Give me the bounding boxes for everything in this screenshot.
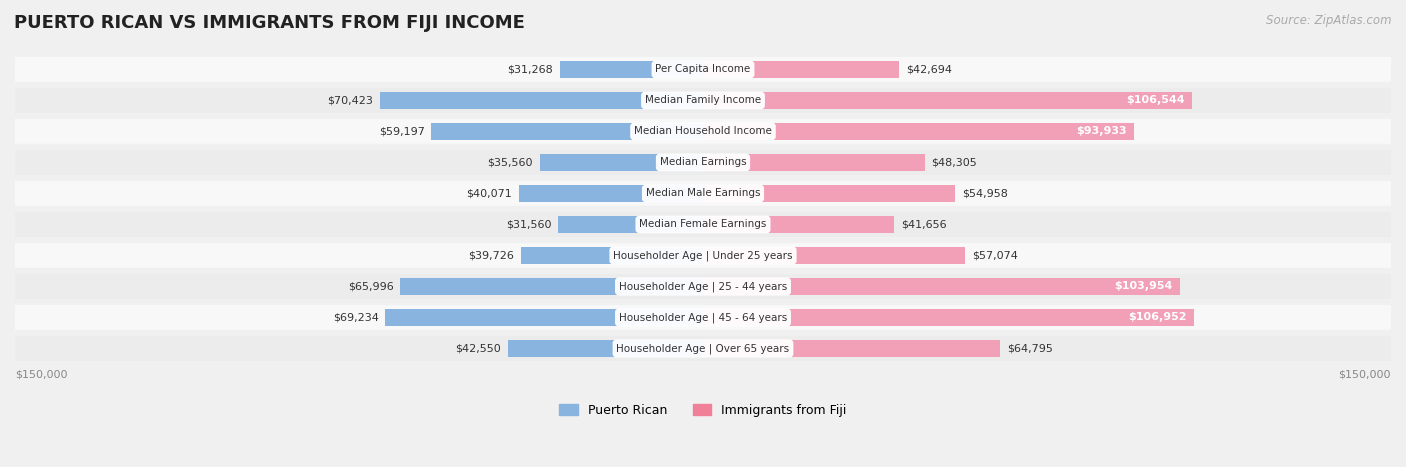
Bar [519, 185, 703, 202]
Legend: Puerto Rican, Immigrants from Fiji: Puerto Rican, Immigrants from Fiji [554, 399, 852, 422]
Text: $42,694: $42,694 [905, 64, 952, 74]
Text: Median Male Earnings: Median Male Earnings [645, 188, 761, 198]
Bar [432, 123, 703, 140]
FancyBboxPatch shape [15, 150, 1391, 175]
Text: Householder Age | Over 65 years: Householder Age | Over 65 years [616, 343, 790, 354]
Bar [703, 248, 965, 263]
Text: Householder Age | 25 - 44 years: Householder Age | 25 - 44 years [619, 281, 787, 292]
Bar [703, 278, 1180, 295]
Text: Median Earnings: Median Earnings [659, 157, 747, 168]
Text: Per Capita Income: Per Capita Income [655, 64, 751, 74]
Bar [703, 216, 894, 233]
FancyBboxPatch shape [15, 57, 1391, 82]
Text: $59,197: $59,197 [378, 127, 425, 136]
Bar [703, 123, 1133, 140]
FancyBboxPatch shape [15, 274, 1391, 299]
Bar [401, 278, 703, 295]
Bar [560, 61, 703, 78]
Text: $106,544: $106,544 [1126, 95, 1185, 106]
Text: Householder Age | 45 - 64 years: Householder Age | 45 - 64 years [619, 312, 787, 323]
Text: $93,933: $93,933 [1077, 127, 1128, 136]
FancyBboxPatch shape [15, 181, 1391, 206]
Text: $150,000: $150,000 [15, 370, 67, 380]
Text: $70,423: $70,423 [328, 95, 373, 106]
Bar [508, 340, 703, 357]
Text: $69,234: $69,234 [333, 312, 378, 322]
Text: $106,952: $106,952 [1128, 312, 1187, 322]
Bar [703, 340, 1000, 357]
Text: $41,656: $41,656 [901, 219, 946, 229]
FancyBboxPatch shape [15, 88, 1391, 113]
Text: $64,795: $64,795 [1007, 343, 1053, 354]
Text: $35,560: $35,560 [488, 157, 533, 168]
Text: $31,560: $31,560 [506, 219, 551, 229]
Text: $103,954: $103,954 [1115, 282, 1173, 291]
Text: $54,958: $54,958 [962, 188, 1008, 198]
Bar [540, 154, 703, 170]
Bar [520, 248, 703, 263]
FancyBboxPatch shape [15, 212, 1391, 237]
FancyBboxPatch shape [15, 243, 1391, 268]
Text: Median Family Income: Median Family Income [645, 95, 761, 106]
Text: Householder Age | Under 25 years: Householder Age | Under 25 years [613, 250, 793, 261]
Text: Source: ZipAtlas.com: Source: ZipAtlas.com [1267, 14, 1392, 27]
Bar [380, 92, 703, 108]
Bar [558, 216, 703, 233]
Text: $39,726: $39,726 [468, 250, 515, 261]
Bar [385, 309, 703, 325]
Bar [703, 309, 1194, 325]
Text: PUERTO RICAN VS IMMIGRANTS FROM FIJI INCOME: PUERTO RICAN VS IMMIGRANTS FROM FIJI INC… [14, 14, 524, 32]
Text: $65,996: $65,996 [347, 282, 394, 291]
Bar [703, 92, 1192, 108]
Text: $150,000: $150,000 [1339, 370, 1391, 380]
Text: Median Household Income: Median Household Income [634, 127, 772, 136]
Text: Median Female Earnings: Median Female Earnings [640, 219, 766, 229]
Bar [703, 61, 898, 78]
Text: $48,305: $48,305 [931, 157, 977, 168]
Text: $40,071: $40,071 [467, 188, 512, 198]
Bar [703, 154, 925, 170]
Bar [703, 185, 955, 202]
Text: $31,268: $31,268 [508, 64, 553, 74]
FancyBboxPatch shape [15, 305, 1391, 330]
FancyBboxPatch shape [15, 336, 1391, 361]
Text: $42,550: $42,550 [456, 343, 501, 354]
Text: $57,074: $57,074 [972, 250, 1018, 261]
FancyBboxPatch shape [15, 119, 1391, 144]
